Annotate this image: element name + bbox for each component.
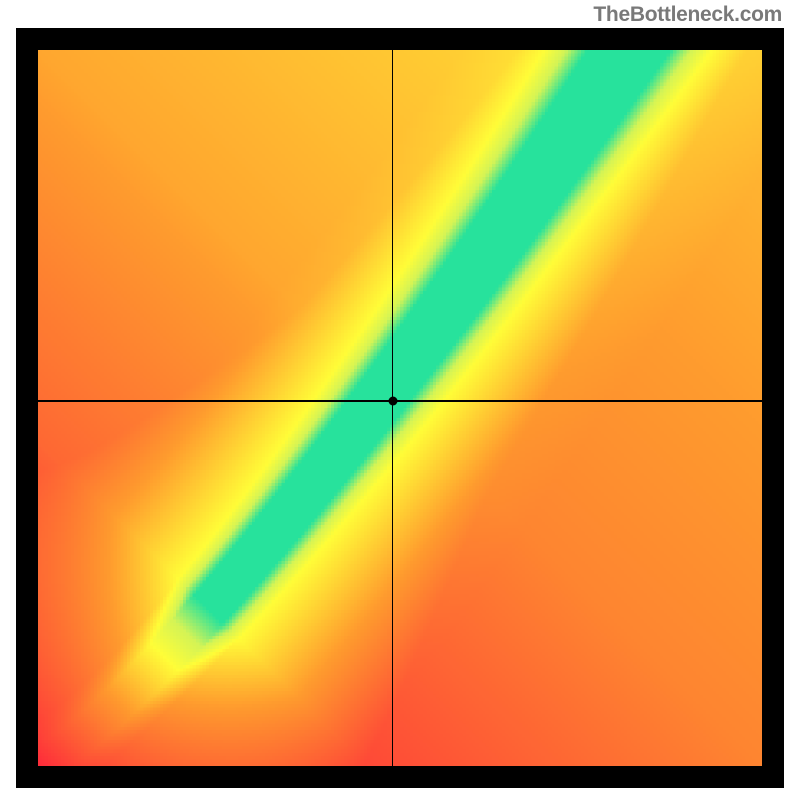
heatmap-canvas [38,50,762,766]
crosshair-vertical [392,50,393,766]
marker-dot [388,396,397,405]
crosshair-horizontal [38,400,762,401]
chart-container: TheBottleneck.com [0,0,800,800]
watermark-text: TheBottleneck.com [593,3,782,27]
heatmap-plot [38,50,762,766]
